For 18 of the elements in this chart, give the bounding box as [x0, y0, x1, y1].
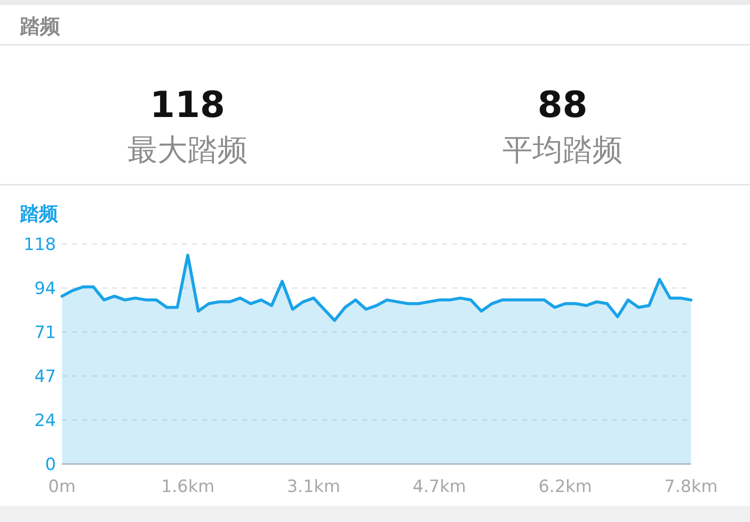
x-tick-label: 6.2km [538, 477, 592, 497]
x-tick-label: 3.1km [286, 477, 340, 497]
text: 平均踏频 [502, 133, 622, 168]
x-tick-label: 0m [48, 477, 76, 497]
y-tick-label: 71 [34, 322, 56, 343]
text: 88 [537, 85, 588, 126]
x-tick-label: 7.8km [664, 477, 718, 497]
chart-title: 踏频 [19, 203, 59, 225]
y-tick-label: 47 [34, 366, 56, 387]
y-tick-label: 118 [24, 234, 56, 255]
y-tick-label: 24 [34, 410, 56, 431]
text: 踏频 [19, 14, 61, 38]
x-tick-label: 1.6km [161, 477, 215, 497]
x-tick-label: 4.7km [412, 477, 466, 497]
y-tick-label: 94 [34, 278, 56, 299]
text: 最大踏频 [128, 133, 248, 168]
y-tick-label: 0 [45, 454, 56, 475]
text: 118 [150, 85, 226, 126]
